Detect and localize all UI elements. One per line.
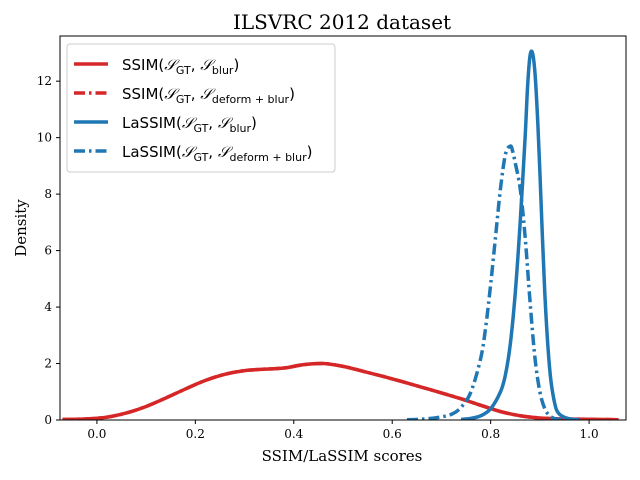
legend-label-lassim-deform-blur: LaSSIM(𝒮GT, 𝒮deform + blur) [122, 143, 312, 164]
axes-frame [59, 35, 627, 421]
chart-title: ILSVRC 2012 dataset [233, 10, 451, 34]
x-axis-ticks: 0.0 0.2 0.4 0.6 0.8 1.0 [87, 420, 599, 441]
y-tick-label: 10 [37, 131, 52, 145]
y-axis-ticks: 0 2 4 6 8 10 12 [37, 74, 60, 427]
x-tick-label: 0.8 [481, 427, 500, 441]
y-tick-label: 12 [37, 74, 52, 88]
y-axis-label: Density [12, 199, 30, 257]
y-tick-label: 4 [44, 300, 52, 314]
y-tick-label: 8 [44, 187, 52, 201]
plot-area [62, 49, 619, 420]
legend-label-lassim-blur: LaSSIM(𝒮GT, 𝒮blur) [122, 114, 257, 135]
series-line-lassim-deform-blur [406, 144, 570, 420]
x-tick-label: 0.2 [186, 427, 205, 441]
legend-box [66, 43, 336, 173]
legend-label-ssim-blur: SSIM(𝒮GT, 𝒮blur) [122, 56, 239, 77]
series-line-lassim-blur [460, 49, 580, 420]
legend: SSIM(𝒮GT, 𝒮blur) SSIM(𝒮GT, 𝒮deform + blur… [66, 43, 336, 173]
x-axis-label: SSIM/LaSSIM scores [262, 447, 423, 465]
y-tick-label: 6 [44, 244, 52, 258]
series-line-ssim-deform-blur [62, 361, 619, 420]
x-tick-label: 0.0 [87, 427, 106, 441]
y-tick-label: 0 [44, 413, 52, 427]
y-tick-label: 2 [44, 357, 52, 371]
x-tick-label: 0.6 [383, 427, 402, 441]
x-tick-label: 1.0 [580, 427, 599, 441]
x-tick-label: 0.4 [284, 427, 303, 441]
legend-label-ssim-deform-blur: SSIM(𝒮GT, 𝒮deform + blur) [122, 85, 295, 106]
